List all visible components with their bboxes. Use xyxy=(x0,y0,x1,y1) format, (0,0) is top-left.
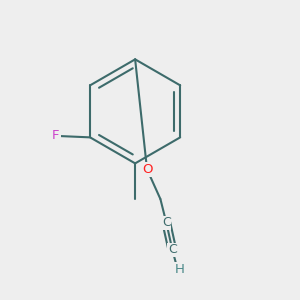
Text: O: O xyxy=(142,163,152,176)
Text: F: F xyxy=(52,129,60,142)
Text: C: C xyxy=(162,216,171,229)
Text: C: C xyxy=(168,243,177,256)
Text: H: H xyxy=(175,263,185,276)
